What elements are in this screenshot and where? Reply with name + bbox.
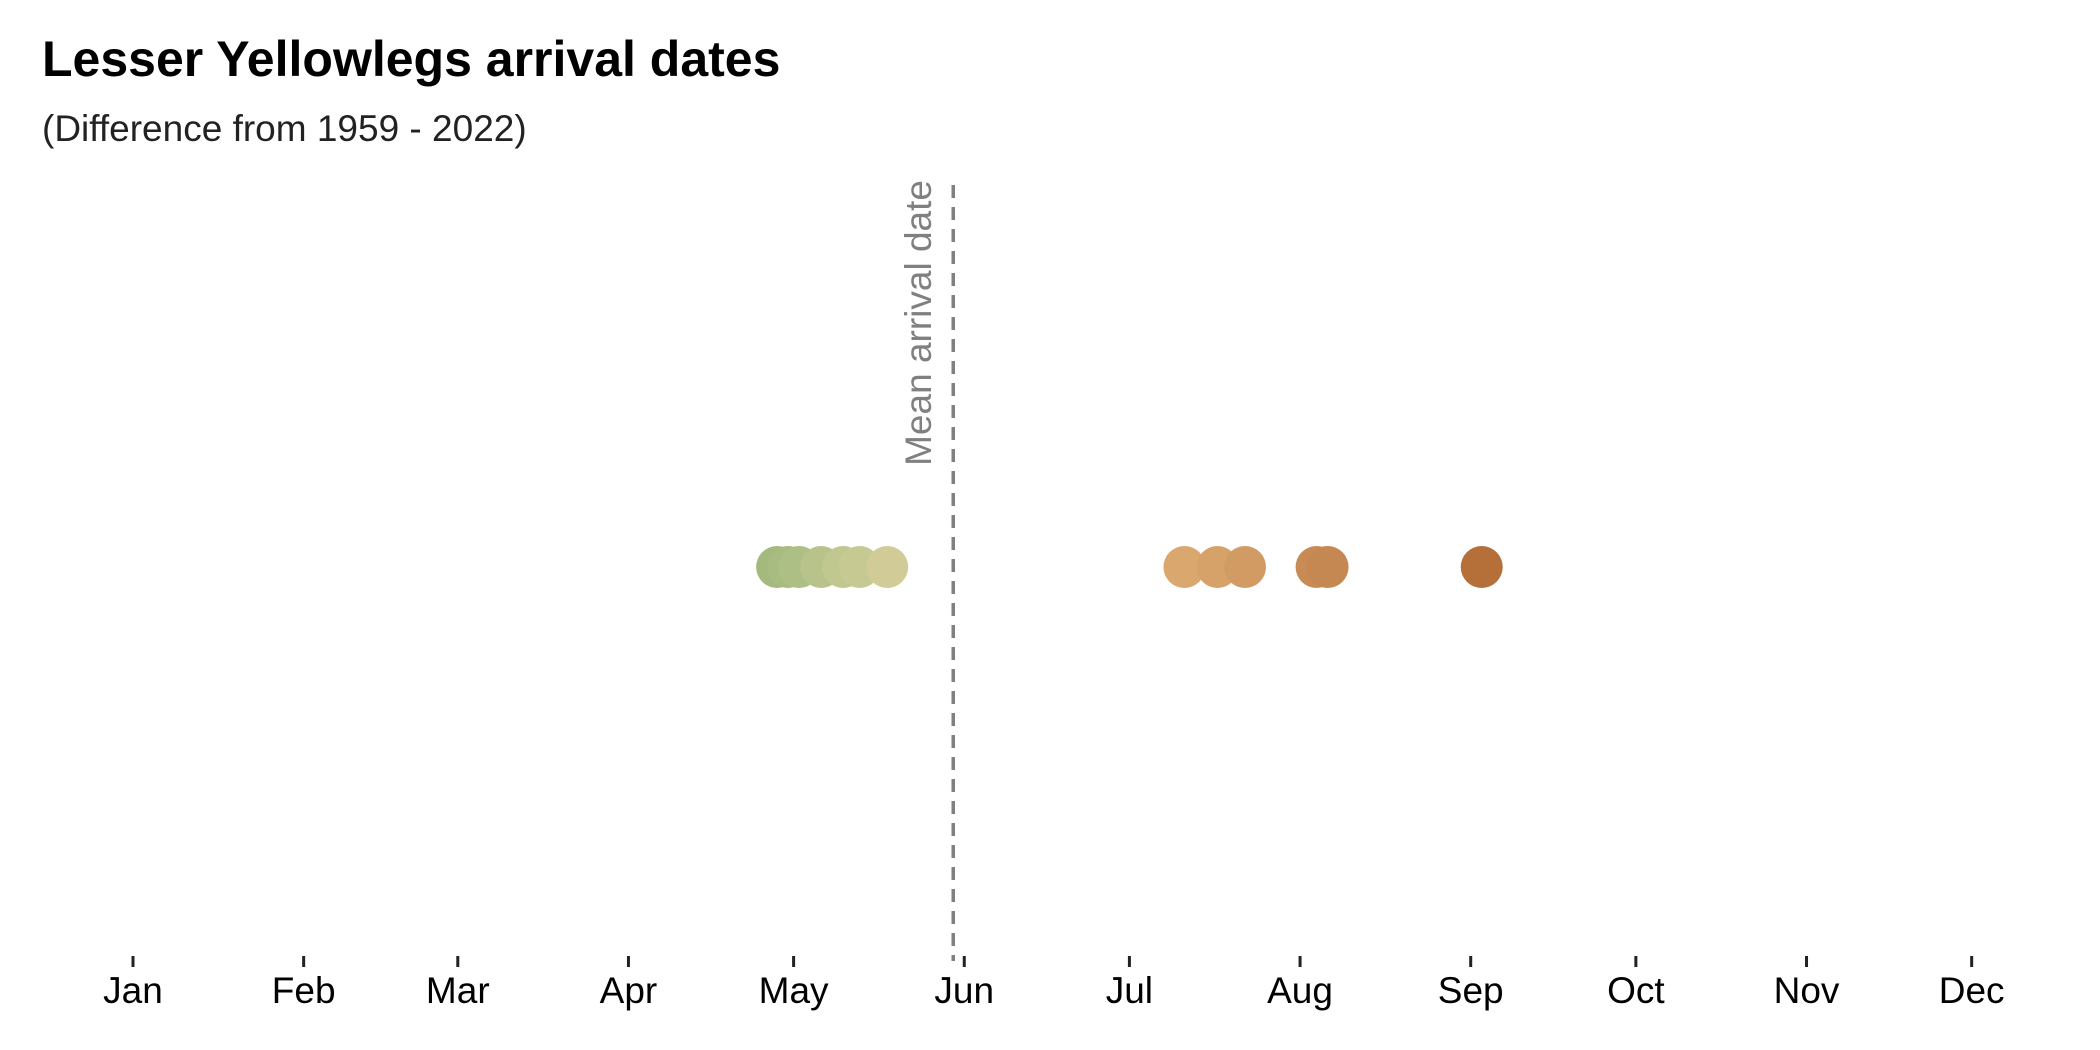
x-tick-label: Aug [1267, 970, 1333, 1011]
x-tick-label: Jun [934, 970, 994, 1011]
x-tick-label: May [759, 970, 829, 1011]
x-tick-label: Jan [103, 970, 163, 1011]
mean-arrival-label: Mean arrival date [898, 180, 939, 466]
arrival-point [1163, 546, 1206, 588]
x-tick-label: Nov [1774, 970, 1840, 1011]
arrival-point [1306, 546, 1349, 588]
x-tick-label: Jul [1106, 970, 1153, 1011]
x-tick-label: Dec [1939, 970, 2005, 1011]
arrival-point [1224, 546, 1267, 588]
chart-subtitle: (Difference from 1959 - 2022) [42, 108, 527, 149]
x-tick-label: Oct [1607, 970, 1665, 1011]
x-tick-label: Sep [1438, 970, 1504, 1011]
arrival-point [866, 546, 909, 588]
x-tick-label: Apr [600, 970, 658, 1011]
x-tick-label: Feb [272, 970, 336, 1011]
x-tick-label: Mar [426, 970, 490, 1011]
arrival-point [1460, 546, 1503, 588]
chart-title: Lesser Yellowlegs arrival dates [42, 31, 781, 87]
